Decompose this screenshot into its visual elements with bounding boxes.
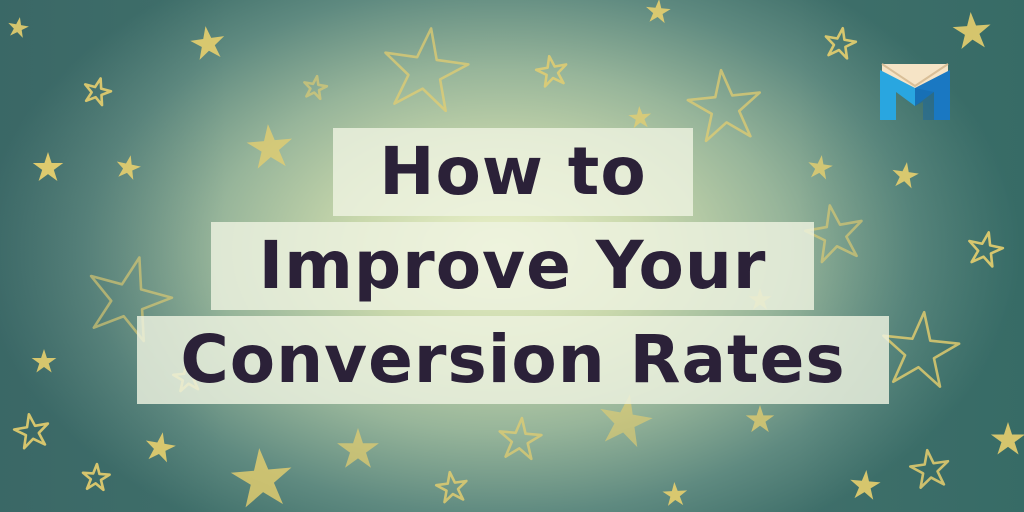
star-icon	[890, 160, 921, 190]
star-icon	[6, 15, 31, 39]
star-icon	[644, 0, 672, 24]
title-line-2: Improve Your	[211, 222, 814, 310]
star-icon	[534, 54, 569, 88]
star-icon	[12, 411, 51, 449]
title-line-1: How to	[333, 128, 693, 216]
star-icon	[627, 105, 653, 129]
star-icon	[661, 481, 688, 507]
star-icon	[379, 23, 473, 113]
star-icon	[848, 468, 882, 501]
star-icon	[337, 428, 379, 468]
star-icon	[435, 470, 469, 503]
star-icon	[745, 405, 775, 433]
star-icon	[990, 422, 1024, 455]
star-icon	[965, 229, 1005, 268]
star-icon	[685, 66, 764, 142]
star-icon	[188, 23, 227, 61]
star-icon	[879, 308, 962, 388]
star-icon	[82, 463, 110, 490]
star-icon	[908, 448, 951, 489]
star-icon	[245, 122, 295, 170]
star-icon	[806, 153, 835, 181]
star-icon	[113, 152, 143, 181]
star-icon	[228, 445, 295, 509]
envelope-m-logo-icon	[880, 63, 950, 120]
star-icon	[302, 74, 328, 99]
star-icon	[142, 429, 178, 464]
star-icon	[31, 349, 57, 373]
title-line-3: Conversion Rates	[137, 316, 889, 404]
star-icon	[823, 26, 858, 60]
star-icon	[498, 416, 543, 459]
star-icon	[81, 75, 113, 106]
star-icon	[32, 152, 64, 181]
star-icon	[951, 10, 993, 50]
